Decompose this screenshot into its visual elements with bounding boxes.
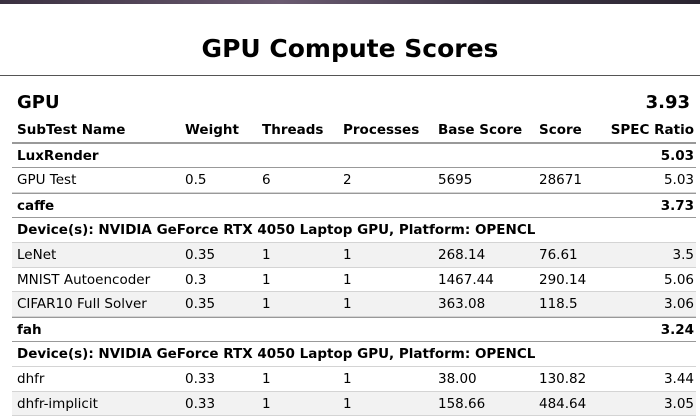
table-cell: 5.06 [663,271,694,288]
data-row: GPU Test 0.5 6 2 5695 28671 5.03 [12,168,696,193]
table-cell: LeNet [17,246,57,263]
summary-name: GPU [17,92,60,113]
table-cell: 1467.44 [438,271,494,288]
column-header: Threads [262,122,324,138]
group-row: fah 3.24 [12,316,696,343]
table-cell: 1 [343,395,352,412]
table-cell: dhfr-implicit [17,395,98,412]
table-cell: 6 [262,172,271,189]
table-cell: 158.66 [438,395,486,412]
column-header: Score [539,122,582,138]
table-cell: 1 [343,370,352,387]
data-row: MNIST Autoencoder 0.3 1 1 1467.44 290.14 5.06 [12,268,696,293]
column-header: Base Score [438,122,523,138]
table-cell: 38.00 [438,370,477,387]
table-cell: 76.61 [539,246,578,263]
device-row: Device(s): NVIDIA GeForce RTX 4050 Lapto… [12,218,696,243]
table-cell: dhfr [17,370,45,387]
table-cell: 118.5 [539,296,578,313]
group-row: LuxRender 5.03 [12,142,696,169]
table-cell: 484.64 [539,395,587,412]
table-cell: 0.35 [185,246,216,263]
table-cell: 3.44 [663,370,694,387]
column-header: SubTest Name [17,122,126,138]
table-cell: 363.08 [438,296,486,313]
table-cell: 0.33 [185,395,216,412]
summary-score: 3.93 [645,92,690,113]
table-cell: 0.3 [185,271,207,288]
group-name: LuxRender [17,147,99,164]
score-table: SubTest Name Weight Threads Processes Base S… [12,118,696,416]
title-rule [0,75,700,76]
table-cell: 1 [262,246,271,263]
title: GPU Compute Scores [201,34,499,63]
group-score: 3.24 [660,321,694,338]
column-header: SPEC Ratio [610,122,694,138]
table-cell: 1 [262,271,271,288]
table-cell: 130.82 [539,370,587,387]
header-row: SubTest Name Weight Threads Processes Base S… [12,118,696,143]
table-cell: 28671 [539,172,582,189]
group-name: fah [17,321,42,338]
column-header: Weight [185,122,239,138]
table-cell: 290.14 [539,271,587,288]
table-cell: GPU Test [17,172,77,189]
table-cell: MNIST Autoencoder [17,271,151,288]
table-cell: 3.05 [663,395,694,412]
table-cell: 5.03 [663,172,694,189]
table-cell: 1 [262,296,271,313]
group-row: caffe 3.73 [12,192,696,219]
device-row: Device(s): NVIDIA GeForce RTX 4050 Lapto… [12,342,696,367]
table-cell: 1 [262,395,271,412]
table-cell: 5695 [438,172,473,189]
column-header: Processes [343,122,420,138]
group-score: 5.03 [660,147,694,164]
group-name: caffe [17,197,55,214]
device-info: Device(s): NVIDIA GeForce RTX 4050 Lapto… [17,222,536,239]
table-cell: 0.35 [185,296,216,313]
data-row: CIFAR10 Full Solver 0.35 1 1 363.08 118.5 3.06 [12,292,696,317]
data-row: dhfr-implicit 0.33 1 1 158.66 484.64 3.05 [12,391,696,416]
table-cell: 0.33 [185,370,216,387]
table-cell: 1 [343,296,352,313]
table-cell: 3.06 [663,296,694,313]
table-cell: 268.14 [438,246,486,263]
table-cell: 1 [343,246,352,263]
table-cell: 3.5 [672,246,694,263]
table-cell: CIFAR10 Full Solver [17,296,147,313]
data-row: LeNet 0.35 1 1 268.14 76.61 3.5 [12,242,696,268]
table-cell: 1 [343,271,352,288]
table-cell: 0.5 [185,172,207,189]
table-cell: 2 [343,172,352,189]
table-cell: 1 [262,370,271,387]
top-strip [0,0,700,4]
data-row: dhfr 0.33 1 1 38.00 130.82 3.44 [12,367,696,392]
group-score: 3.73 [660,197,694,214]
device-info: Device(s): NVIDIA GeForce RTX 4050 Lapto… [17,346,536,363]
